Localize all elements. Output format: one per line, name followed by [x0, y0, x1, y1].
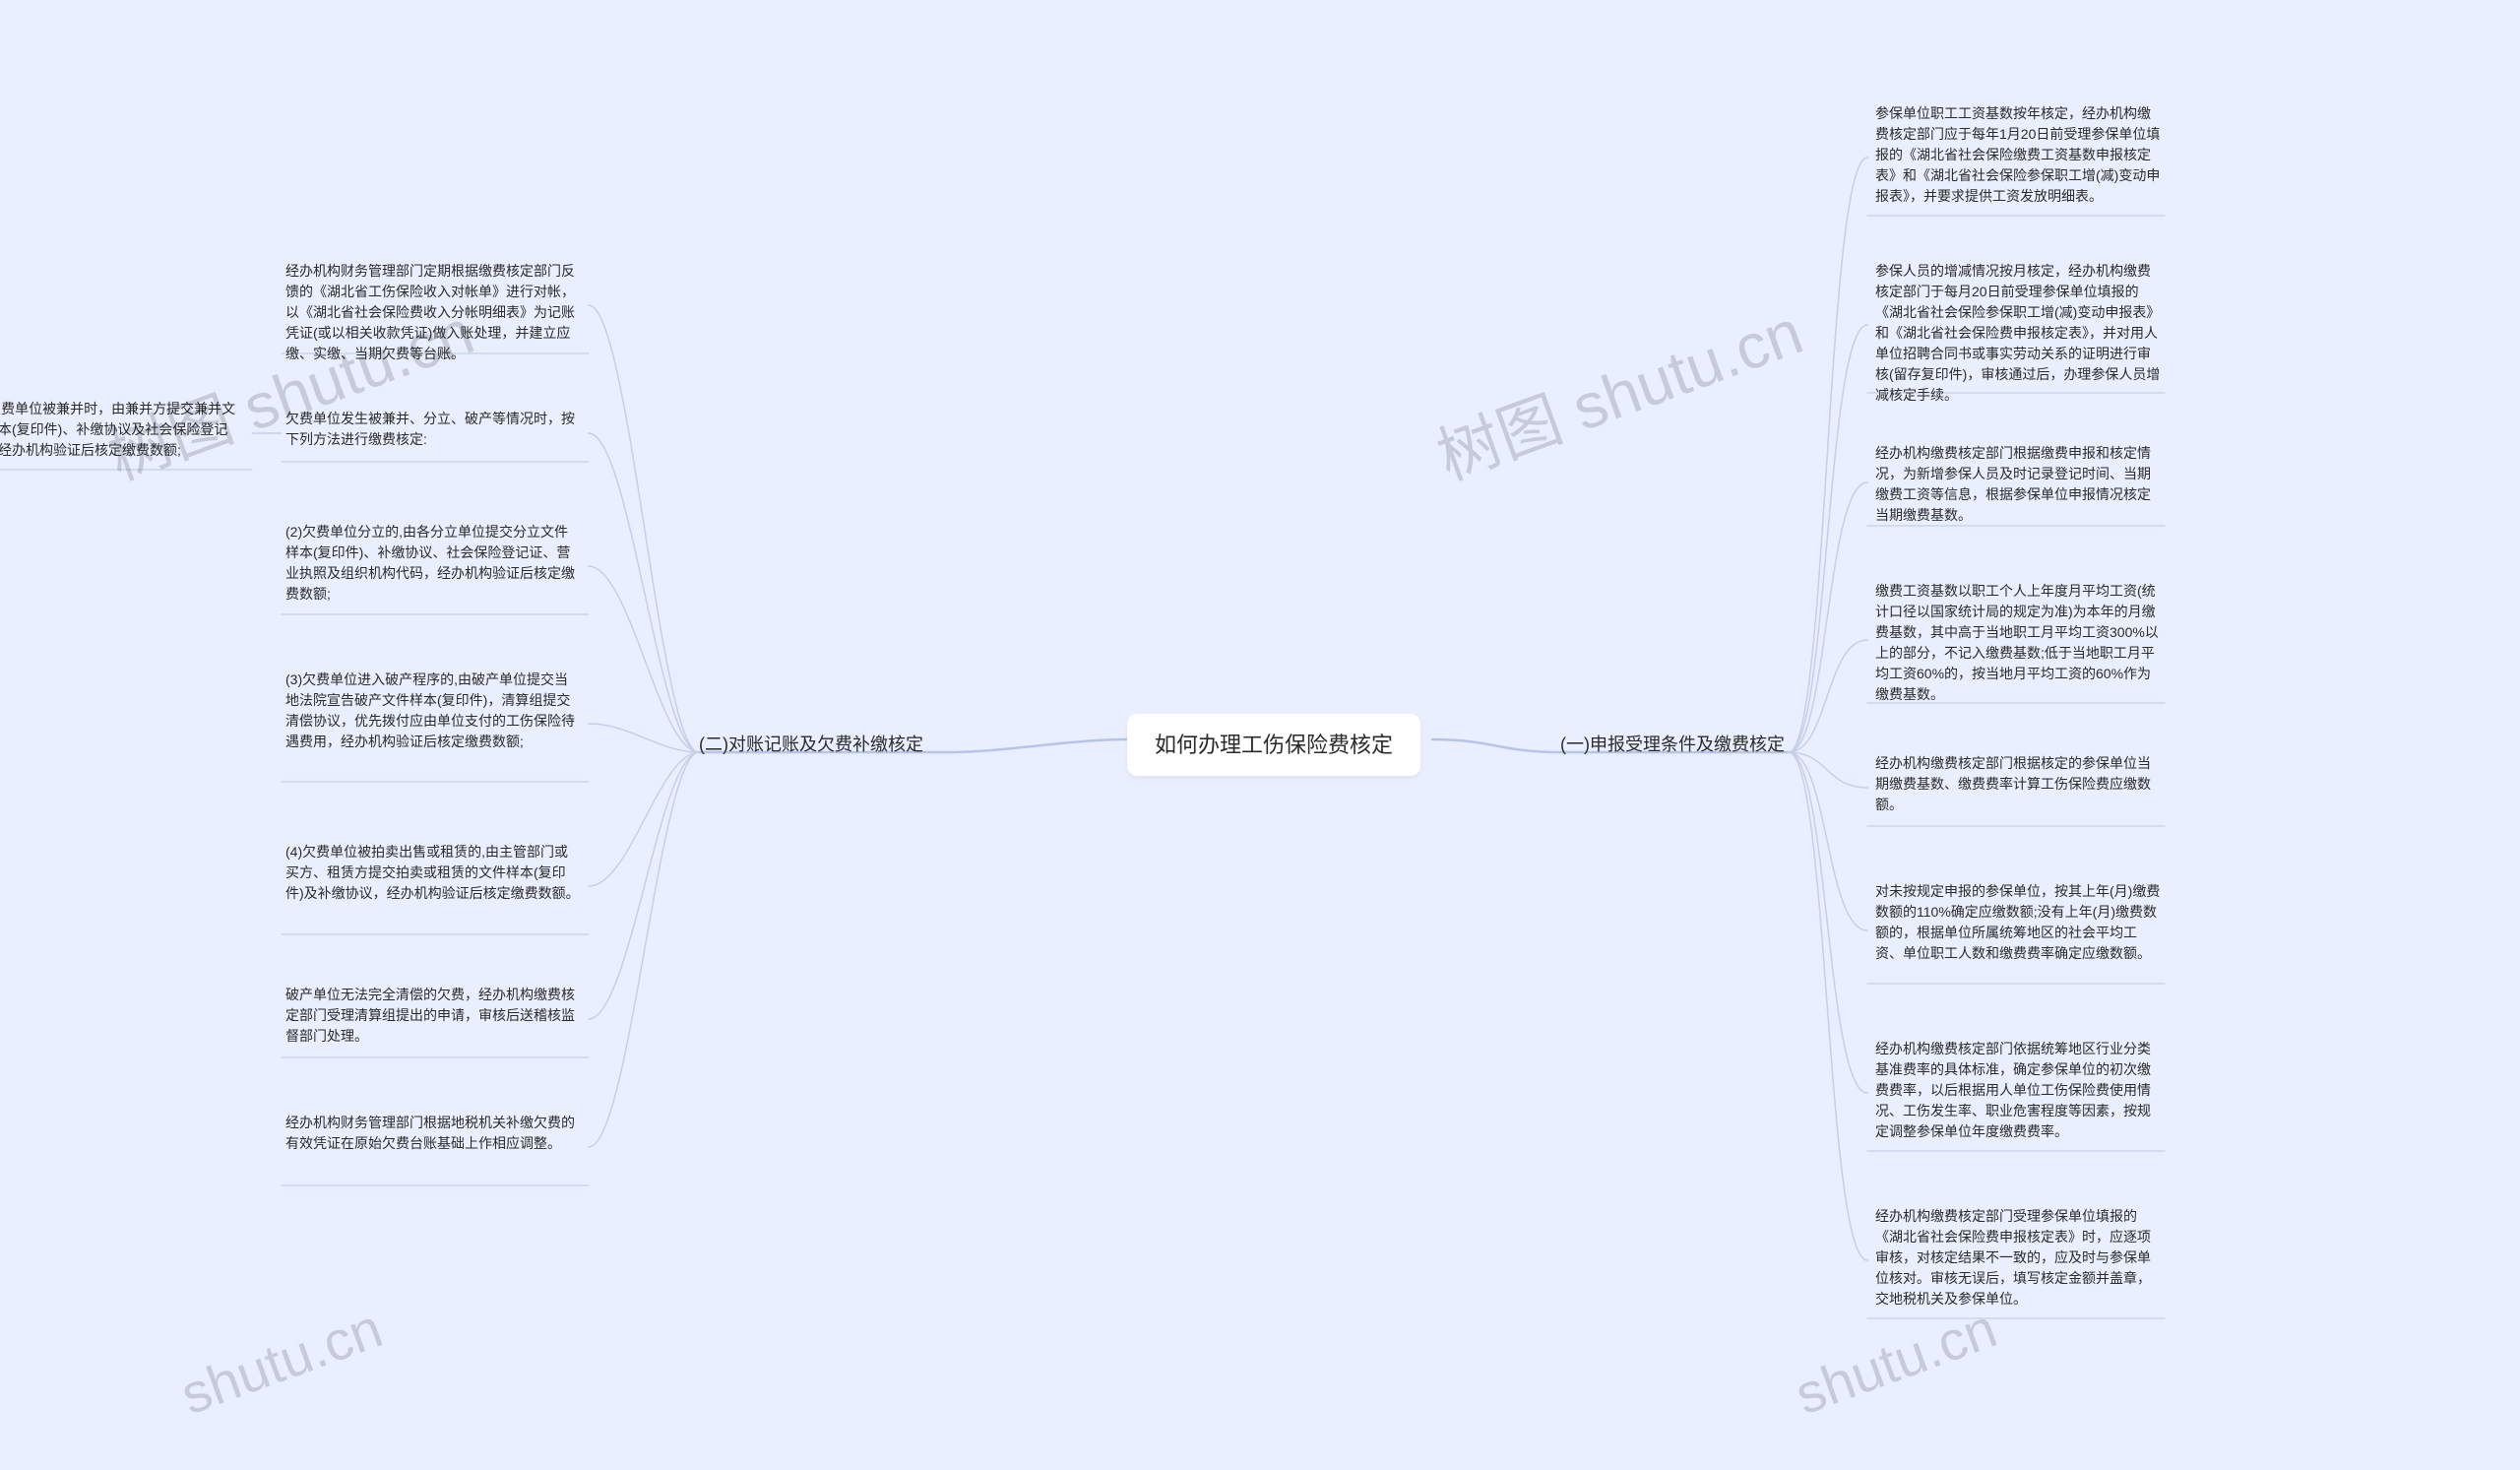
left-leaf: 欠费单位发生被兼并、分立、破产等情况时，按下列方法进行缴费核定: — [285, 409, 581, 450]
left-leaf: 破产单位无法完全清偿的欠费，经办机构缴费核定部门受理清算组提出的申请，审核后送稽… — [285, 985, 581, 1047]
branch-left: (二)对账记账及欠费补缴核定 — [699, 727, 923, 763]
right-leaf: 经办机构缴费核定部门受理参保单位填报的《湖北省社会保险费申报核定表》时，应逐项审… — [1875, 1206, 2161, 1310]
branch-right: (一)申报受理条件及缴费核定 — [1560, 727, 1785, 763]
right-leaf: 参保人员的增减情况按月核定，经办机构缴费核定部门于每月20日前受理参保单位填报的… — [1875, 261, 2161, 406]
left-leaf: (3)欠费单位进入破产程序的,由破产单位提交当地法院宣告破产文件样本(复印件)，… — [285, 670, 581, 752]
left-leaf: (4)欠费单位被拍卖出售或租赁的,由主管部门或买方、租赁方提交拍卖或租赁的文件样… — [285, 842, 581, 904]
left-leaf: 经办机构财务管理部门根据地税机关补缴欠费的有效凭证在原始欠费台账基础上作相应调整… — [285, 1113, 581, 1154]
left-leaf: 经办机构财务管理部门定期根据缴费核定部门反馈的《湖北省工伤保险收入对帐单》进行对… — [285, 261, 581, 364]
right-leaf: 对未按规定申报的参保单位，按其上年(月)缴费数额的110%确定应缴数额;没有上年… — [1875, 881, 2161, 964]
left-subleaf: (1)欠费单位被兼并时，由兼并方提交兼并文件样本(复印件)、补缴协议及社会保险登… — [0, 399, 246, 461]
left-leaf: (2)欠费单位分立的,由各分立单位提交分立文件样本(复印件)、补缴协议、社会保险… — [285, 522, 581, 605]
right-leaf: 经办机构缴费核定部门根据缴费申报和核定情况，为新增参保人员及时记录登记时间、当期… — [1875, 443, 2161, 526]
right-leaf: 参保单位职工工资基数按年核定，经办机构缴费核定部门应于每年1月20日前受理参保单… — [1875, 103, 2161, 207]
right-leaf: 缴费工资基数以职工个人上年度月平均工资(统计口径以国家统计局的规定为准)为本年的… — [1875, 581, 2161, 705]
right-leaf: 经办机构缴费核定部门根据核定的参保单位当期缴费基数、缴费费率计算工伤保险费应缴数… — [1875, 753, 2161, 815]
mindmap-center: 如何办理工伤保险费核定 — [1127, 714, 1420, 776]
right-leaf: 经办机构缴费核定部门依据统筹地区行业分类基准费率的具体标准，确定参保单位的初次缴… — [1875, 1039, 2161, 1142]
